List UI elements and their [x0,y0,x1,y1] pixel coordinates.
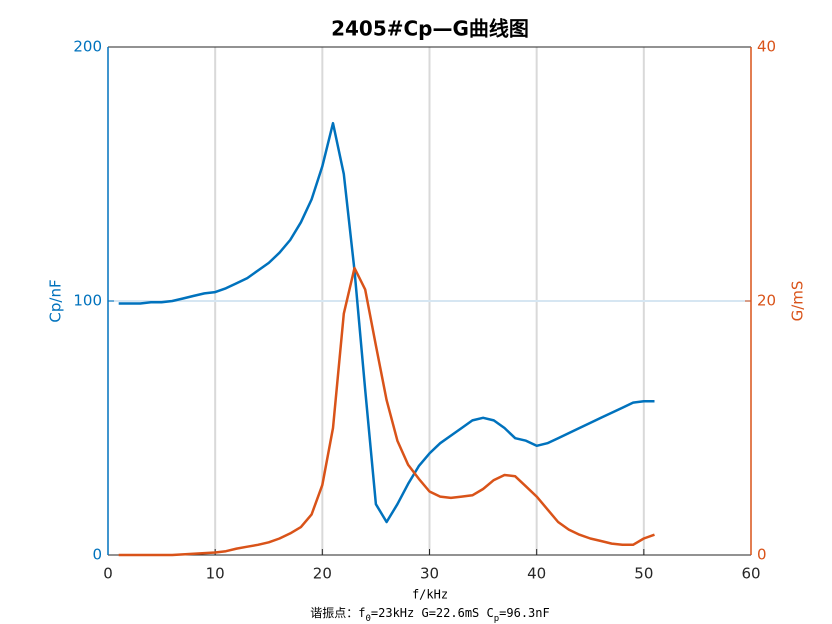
chart-title: 2405#Cp—G曲线图 [331,17,529,41]
x-tick-label: 10 [206,565,225,583]
series-line [118,266,655,557]
x-tick-label: 0 [103,565,113,583]
y-tick-label: 0 [92,546,102,564]
x-tick-label: 30 [420,565,439,583]
y2-tick-label: 20 [757,292,776,310]
x-axis-label: f/kHz [412,588,448,602]
x-tick-label: 50 [634,565,653,583]
annotation-part: =96.3nF [499,606,550,620]
annotation: 谐振点：f0=23kHz G=22.6mS Cp=96.3nF [310,606,549,624]
x-tick-label: 40 [527,565,546,583]
y2-tick-label: 40 [757,38,776,56]
annotation-part: 0 [365,614,370,624]
y-axis-label: Cp/nF [47,279,65,322]
series-line [118,121,655,524]
annotation-part: 谐振点：f [310,606,365,620]
annotation-part: =23kHz G=22.6mS C [371,606,494,620]
x-tick-label: 20 [313,565,332,583]
x-tick-label: 60 [741,565,760,583]
y2-axis-label: G/mS [789,281,807,322]
annotation-part: p [494,614,499,624]
y-tick-label: 100 [73,292,102,310]
y-tick-label: 200 [73,38,102,56]
y2-tick-label: 0 [757,546,767,564]
